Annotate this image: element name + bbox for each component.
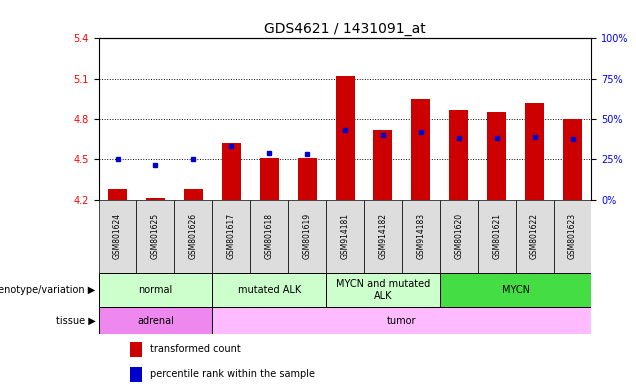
Bar bbox=[402, 200, 440, 273]
Bar bbox=[212, 200, 250, 273]
Bar bbox=[137, 200, 174, 273]
Text: MYCN and mutated
ALK: MYCN and mutated ALK bbox=[336, 279, 430, 301]
Bar bbox=[553, 200, 591, 273]
Bar bbox=[373, 130, 392, 200]
Text: GSM801618: GSM801618 bbox=[265, 213, 273, 259]
Text: GSM801619: GSM801619 bbox=[303, 213, 312, 259]
Bar bbox=[525, 103, 544, 200]
Bar bbox=[250, 200, 288, 273]
Text: GSM801626: GSM801626 bbox=[189, 213, 198, 259]
Bar bbox=[212, 307, 591, 334]
Bar bbox=[440, 200, 478, 273]
Bar bbox=[440, 273, 591, 307]
Text: GSM801621: GSM801621 bbox=[492, 213, 501, 259]
Bar bbox=[222, 143, 241, 200]
Bar bbox=[487, 113, 506, 200]
Text: GSM914182: GSM914182 bbox=[378, 213, 387, 259]
Bar bbox=[326, 273, 440, 307]
Text: tumor: tumor bbox=[387, 316, 417, 326]
Text: GSM801620: GSM801620 bbox=[454, 213, 463, 259]
Text: GSM801622: GSM801622 bbox=[530, 213, 539, 259]
Bar bbox=[336, 76, 354, 200]
Bar bbox=[364, 200, 402, 273]
Bar bbox=[99, 273, 212, 307]
Text: adrenal: adrenal bbox=[137, 316, 174, 326]
Bar bbox=[563, 119, 582, 200]
Text: GSM801624: GSM801624 bbox=[113, 213, 122, 259]
Bar bbox=[184, 189, 203, 200]
Text: percentile rank within the sample: percentile rank within the sample bbox=[150, 369, 315, 379]
Title: GDS4621 / 1431091_at: GDS4621 / 1431091_at bbox=[264, 22, 426, 36]
Bar bbox=[516, 200, 553, 273]
Bar bbox=[99, 307, 212, 334]
Bar bbox=[411, 99, 431, 200]
Bar bbox=[99, 200, 137, 273]
Bar bbox=[326, 200, 364, 273]
Text: tissue ▶: tissue ▶ bbox=[56, 316, 95, 326]
Bar bbox=[259, 158, 279, 200]
Text: GSM914181: GSM914181 bbox=[340, 213, 350, 259]
Text: GSM914183: GSM914183 bbox=[417, 213, 425, 259]
Bar bbox=[449, 110, 468, 200]
Text: mutated ALK: mutated ALK bbox=[238, 285, 301, 295]
Bar bbox=[130, 366, 142, 382]
Text: normal: normal bbox=[138, 285, 172, 295]
Text: GSM801625: GSM801625 bbox=[151, 213, 160, 259]
Bar bbox=[174, 200, 212, 273]
Text: GSM801623: GSM801623 bbox=[568, 213, 577, 259]
Bar bbox=[298, 158, 317, 200]
Bar bbox=[130, 342, 142, 356]
Bar bbox=[288, 200, 326, 273]
Bar bbox=[108, 189, 127, 200]
Bar bbox=[146, 199, 165, 200]
Text: GSM801617: GSM801617 bbox=[227, 213, 236, 259]
Text: MYCN: MYCN bbox=[502, 285, 530, 295]
Text: genotype/variation ▶: genotype/variation ▶ bbox=[0, 285, 95, 295]
Bar bbox=[212, 273, 326, 307]
Text: transformed count: transformed count bbox=[150, 344, 241, 354]
Bar bbox=[478, 200, 516, 273]
